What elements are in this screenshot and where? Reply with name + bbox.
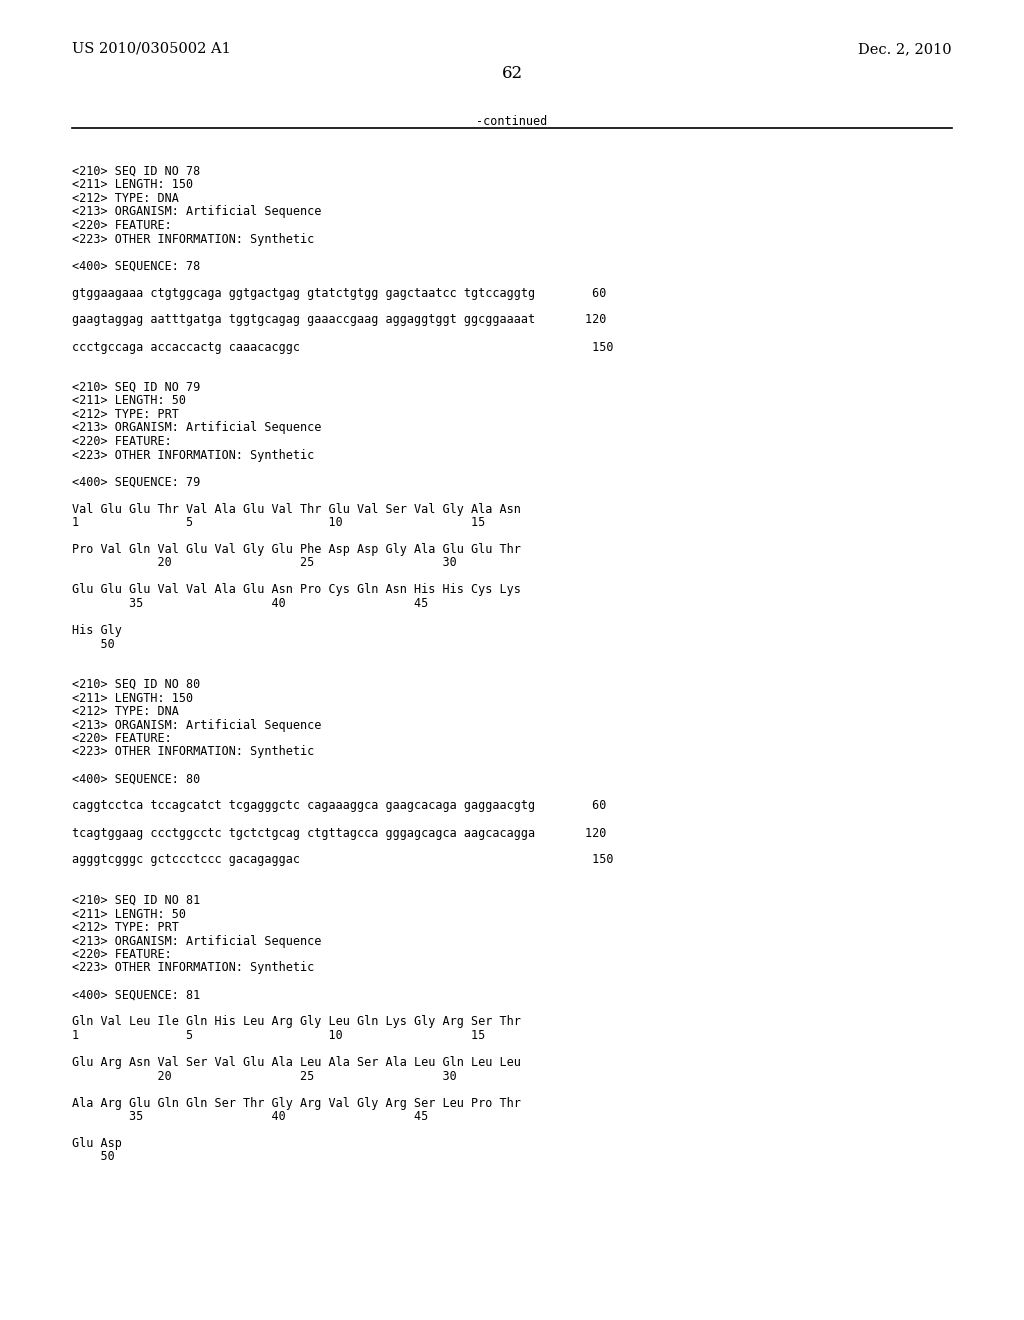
- Text: <400> SEQUENCE: 79: <400> SEQUENCE: 79: [72, 475, 201, 488]
- Text: 1               5                   10                  15: 1 5 10 15: [72, 1030, 485, 1041]
- Text: gaagtaggag aatttgatga tggtgcagag gaaaccgaag aggaggtggt ggcggaaaat       120: gaagtaggag aatttgatga tggtgcagag gaaaccg…: [72, 314, 606, 326]
- Text: 20                  25                  30: 20 25 30: [72, 557, 457, 569]
- Text: <220> FEATURE:: <220> FEATURE:: [72, 733, 172, 744]
- Text: caggtcctca tccagcatct tcgagggctc cagaaaggca gaagcacaga gaggaacgtg        60: caggtcctca tccagcatct tcgagggctc cagaaag…: [72, 800, 606, 813]
- Text: <220> FEATURE:: <220> FEATURE:: [72, 219, 172, 232]
- Text: 50: 50: [72, 1151, 115, 1163]
- Text: Ala Arg Glu Gln Gln Ser Thr Gly Arg Val Gly Arg Ser Leu Pro Thr: Ala Arg Glu Gln Gln Ser Thr Gly Arg Val …: [72, 1097, 521, 1110]
- Text: -continued: -continued: [476, 115, 548, 128]
- Text: <223> OTHER INFORMATION: Synthetic: <223> OTHER INFORMATION: Synthetic: [72, 449, 314, 462]
- Text: <212> TYPE: PRT: <212> TYPE: PRT: [72, 921, 179, 935]
- Text: US 2010/0305002 A1: US 2010/0305002 A1: [72, 42, 230, 55]
- Text: <223> OTHER INFORMATION: Synthetic: <223> OTHER INFORMATION: Synthetic: [72, 961, 314, 974]
- Text: <210> SEQ ID NO 80: <210> SEQ ID NO 80: [72, 678, 201, 690]
- Text: <212> TYPE: PRT: <212> TYPE: PRT: [72, 408, 179, 421]
- Text: <223> OTHER INFORMATION: Synthetic: <223> OTHER INFORMATION: Synthetic: [72, 232, 314, 246]
- Text: <223> OTHER INFORMATION: Synthetic: <223> OTHER INFORMATION: Synthetic: [72, 746, 314, 759]
- Text: <213> ORGANISM: Artificial Sequence: <213> ORGANISM: Artificial Sequence: [72, 421, 322, 434]
- Text: Dec. 2, 2010: Dec. 2, 2010: [858, 42, 952, 55]
- Text: <220> FEATURE:: <220> FEATURE:: [72, 436, 172, 447]
- Text: <212> TYPE: DNA: <212> TYPE: DNA: [72, 191, 179, 205]
- Text: His Gly: His Gly: [72, 624, 122, 638]
- Text: Gln Val Leu Ile Gln His Leu Arg Gly Leu Gln Lys Gly Arg Ser Thr: Gln Val Leu Ile Gln His Leu Arg Gly Leu …: [72, 1015, 521, 1028]
- Text: 35                  40                  45: 35 40 45: [72, 1110, 428, 1123]
- Text: Glu Asp: Glu Asp: [72, 1137, 122, 1150]
- Text: 50: 50: [72, 638, 115, 651]
- Text: Glu Arg Asn Val Ser Val Glu Ala Leu Ala Ser Ala Leu Gln Leu Leu: Glu Arg Asn Val Ser Val Glu Ala Leu Ala …: [72, 1056, 521, 1069]
- Text: Val Glu Glu Thr Val Ala Glu Val Thr Glu Val Ser Val Gly Ala Asn: Val Glu Glu Thr Val Ala Glu Val Thr Glu …: [72, 503, 521, 516]
- Text: 20                  25                  30: 20 25 30: [72, 1069, 457, 1082]
- Text: 62: 62: [502, 65, 522, 82]
- Text: ccctgccaga accaccactg caaacacggc                                         150: ccctgccaga accaccactg caaacacggc 150: [72, 341, 613, 354]
- Text: <210> SEQ ID NO 78: <210> SEQ ID NO 78: [72, 165, 201, 178]
- Text: Glu Glu Glu Val Val Ala Glu Asn Pro Cys Gln Asn His His Cys Lys: Glu Glu Glu Val Val Ala Glu Asn Pro Cys …: [72, 583, 521, 597]
- Text: tcagtggaag ccctggcctc tgctctgcag ctgttagcca gggagcagca aagcacagga       120: tcagtggaag ccctggcctc tgctctgcag ctgttag…: [72, 826, 606, 840]
- Text: <211> LENGTH: 50: <211> LENGTH: 50: [72, 395, 186, 408]
- Text: <213> ORGANISM: Artificial Sequence: <213> ORGANISM: Artificial Sequence: [72, 935, 322, 948]
- Text: <210> SEQ ID NO 79: <210> SEQ ID NO 79: [72, 381, 201, 393]
- Text: <211> LENGTH: 150: <211> LENGTH: 150: [72, 178, 194, 191]
- Text: <213> ORGANISM: Artificial Sequence: <213> ORGANISM: Artificial Sequence: [72, 718, 322, 731]
- Text: 35                  40                  45: 35 40 45: [72, 597, 428, 610]
- Text: <400> SEQUENCE: 78: <400> SEQUENCE: 78: [72, 260, 201, 272]
- Text: <220> FEATURE:: <220> FEATURE:: [72, 948, 172, 961]
- Text: Pro Val Gln Val Glu Val Gly Glu Phe Asp Asp Gly Ala Glu Glu Thr: Pro Val Gln Val Glu Val Gly Glu Phe Asp …: [72, 543, 521, 556]
- Text: gtggaagaaa ctgtggcaga ggtgactgag gtatctgtgg gagctaatcc tgtccaggtg        60: gtggaagaaa ctgtggcaga ggtgactgag gtatctg…: [72, 286, 606, 300]
- Text: <400> SEQUENCE: 81: <400> SEQUENCE: 81: [72, 989, 201, 1002]
- Text: 1               5                   10                  15: 1 5 10 15: [72, 516, 485, 529]
- Text: <400> SEQUENCE: 80: <400> SEQUENCE: 80: [72, 772, 201, 785]
- Text: <213> ORGANISM: Artificial Sequence: <213> ORGANISM: Artificial Sequence: [72, 206, 322, 219]
- Text: <211> LENGTH: 150: <211> LENGTH: 150: [72, 692, 194, 705]
- Text: <211> LENGTH: 50: <211> LENGTH: 50: [72, 908, 186, 920]
- Text: <210> SEQ ID NO 81: <210> SEQ ID NO 81: [72, 894, 201, 907]
- Text: agggtcgggc gctccctccc gacagaggac                                         150: agggtcgggc gctccctccc gacagaggac 150: [72, 854, 613, 866]
- Text: <212> TYPE: DNA: <212> TYPE: DNA: [72, 705, 179, 718]
